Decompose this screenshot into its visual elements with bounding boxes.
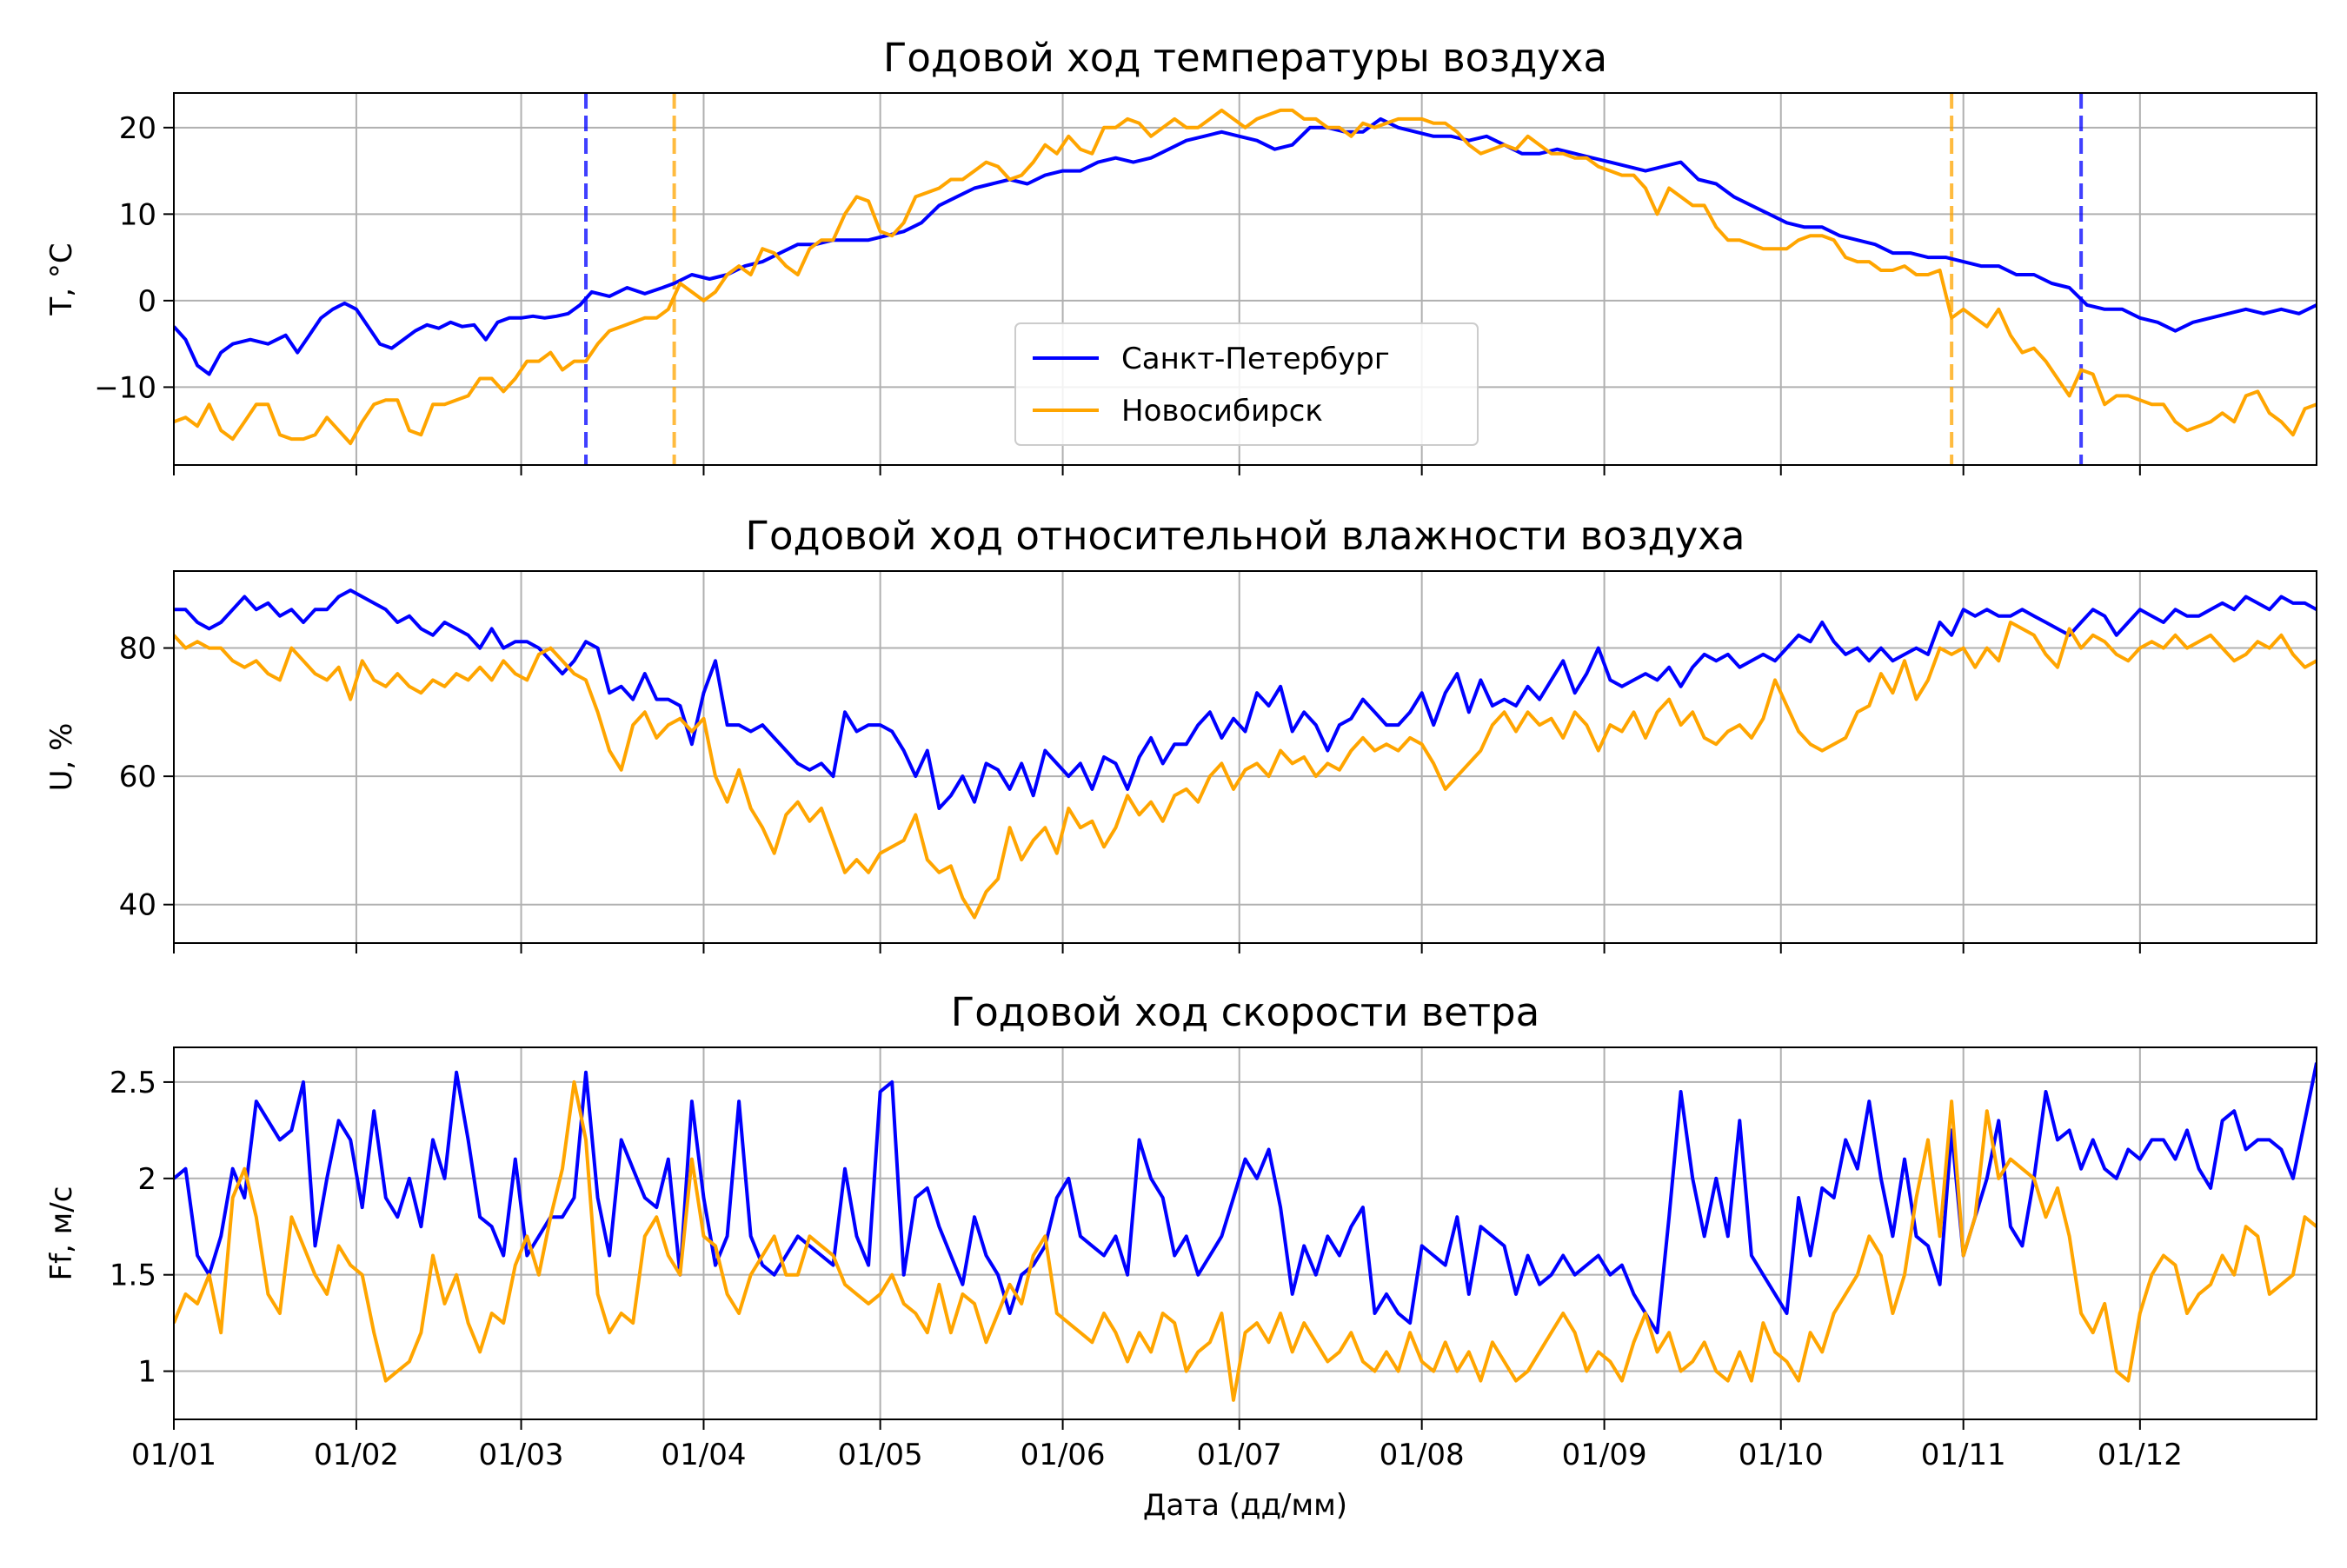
x-tick-label: 01/12 <box>2098 1438 2183 1472</box>
y-tick-label: 2 <box>137 1162 156 1197</box>
series-line-spb <box>174 116 2317 376</box>
series-line-nsk <box>174 1080 2317 1402</box>
legend: Санкт-Петербург Новосибирск <box>1014 322 1479 446</box>
y-axis-label: Ff, м/с <box>44 1186 79 1281</box>
x-tick-label: 01/07 <box>1197 1438 1282 1472</box>
x-tick-label: 01/06 <box>1021 1438 1106 1472</box>
y-tick-label: 40 <box>119 888 156 923</box>
y-axis-label: T, °C <box>44 243 79 316</box>
y-tick-label: 1.5 <box>110 1259 156 1293</box>
series-line-nsk <box>174 108 2317 446</box>
y-tick-label: 1 <box>137 1355 156 1390</box>
chart-panel-1: −10 0 10 20 Годовой ход температуры воздуха T… <box>44 35 2317 475</box>
y-axis-label: U, % <box>44 723 79 792</box>
chart-title: Годовой ход температуры воздуха <box>883 35 1607 81</box>
series-line-spb <box>174 1062 2317 1335</box>
legend-box <box>1014 322 1479 446</box>
plot-frame <box>173 92 2317 466</box>
series-line-spb <box>174 588 2317 810</box>
x-tick-label: 01/01 <box>131 1438 216 1472</box>
chart-title: Годовой ход скорости ветра <box>951 989 1539 1035</box>
x-tick-label: 01/04 <box>661 1438 746 1472</box>
x-tick-label: 01/08 <box>1380 1438 1465 1472</box>
chart-panel-3: 1 1.5 2 2.5 Годовой ход скорости ветра Ff, м/… <box>44 989 2317 1430</box>
x-tick-label: 01/02 <box>314 1438 399 1472</box>
y-tick-label: −10 <box>94 370 156 405</box>
y-tick-label: 10 <box>119 197 156 232</box>
plot-frame <box>173 1046 2317 1420</box>
x-tick-label: 01/03 <box>479 1438 564 1472</box>
series-line-nsk <box>174 621 2317 920</box>
y-tick-label: 2.5 <box>110 1066 156 1100</box>
legend-entry-label: Санкт-Петербург <box>1121 342 1390 376</box>
plot-frame <box>173 570 2317 944</box>
y-tick-label: 20 <box>119 111 156 146</box>
legend-entry-label: Новосибирск <box>1121 394 1323 429</box>
chart-panel-2: 40 60 80 Годовой ход относительной влажност… <box>44 513 2317 953</box>
x-axis-label: Дата (дд/мм) <box>1143 1488 1347 1523</box>
chart-title: Годовой ход относительной влажности возд… <box>746 513 1745 559</box>
x-tick-label: 01/05 <box>838 1438 923 1472</box>
y-tick-label: 0 <box>137 284 156 319</box>
x-tick-label: 01/11 <box>1921 1438 2006 1472</box>
x-tick-label: 01/10 <box>1739 1438 1824 1472</box>
y-tick-label: 80 <box>119 632 156 667</box>
x-tick-label: 01/09 <box>1562 1438 1647 1472</box>
y-tick-label: 60 <box>119 760 156 794</box>
